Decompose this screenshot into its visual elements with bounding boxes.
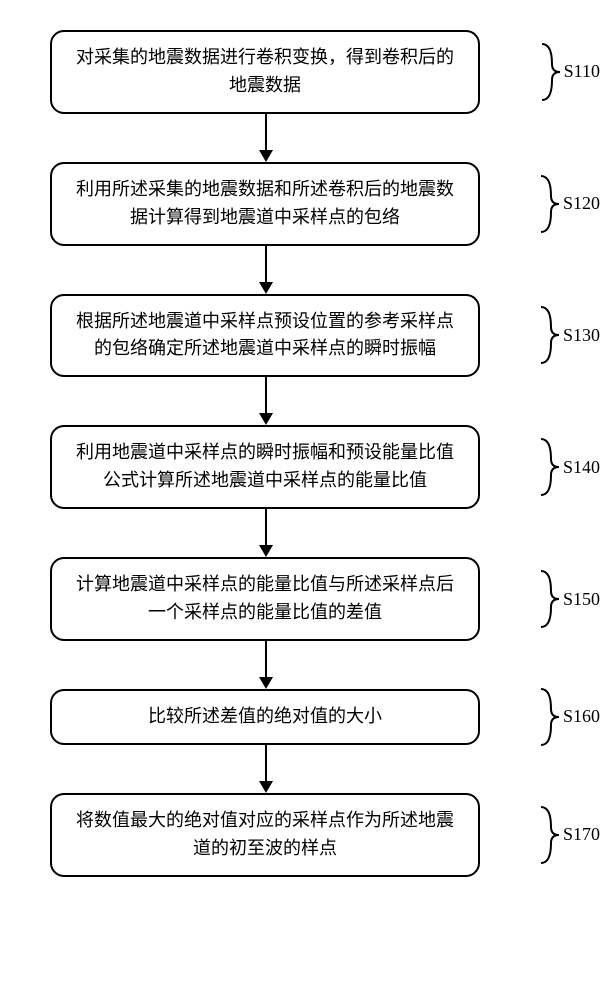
step-label-group: S140 <box>539 437 600 497</box>
flow-node: 根据所述地震道中采样点预设位置的参考采样点的包络确定所述地震道中采样点的瞬时振幅 <box>50 294 480 378</box>
step-id: S130 <box>563 325 600 346</box>
flow-arrow <box>265 246 267 294</box>
flow-node-text: 计算地震道中采样点的能量比值与所述采样点后一个采样点的能量比值的差值 <box>70 571 460 627</box>
step-label-group: S110 <box>540 42 600 102</box>
flow-step: 对采集的地震数据进行卷积变换，得到卷积后的地震数据 S110 <box>50 30 570 114</box>
flow-arrow <box>265 745 267 793</box>
flow-node: 比较所述差值的绝对值的大小 <box>50 689 480 745</box>
arrow-head-icon <box>259 781 273 793</box>
flow-node-text: 利用所述采集的地震数据和所述卷积后的地震数据计算得到地震道中采样点的包络 <box>70 176 460 232</box>
flow-step: 利用所述采集的地震数据和所述卷积后的地震数据计算得到地震道中采样点的包络 S12… <box>50 162 570 246</box>
arrow-line <box>265 377 267 415</box>
flow-step: 计算地震道中采样点的能量比值与所述采样点后一个采样点的能量比值的差值 S150 <box>50 557 570 641</box>
bracket-icon <box>540 42 562 102</box>
step-id: S150 <box>563 589 600 610</box>
step-id: S120 <box>563 193 600 214</box>
arrow-head-icon <box>259 677 273 689</box>
flow-node: 利用地震道中采样点的瞬时振幅和预设能量比值公式计算所述地震道中采样点的能量比值 <box>50 425 480 509</box>
arrow-line <box>265 114 267 152</box>
arrow-head-icon <box>259 413 273 425</box>
step-label-group: S150 <box>539 569 600 629</box>
bracket-icon <box>539 174 561 234</box>
arrow-line <box>265 641 267 679</box>
flow-step: 利用地震道中采样点的瞬时振幅和预设能量比值公式计算所述地震道中采样点的能量比值 … <box>50 425 570 509</box>
flow-node: 利用所述采集的地震数据和所述卷积后的地震数据计算得到地震道中采样点的包络 <box>50 162 480 246</box>
flow-step: 根据所述地震道中采样点预设位置的参考采样点的包络确定所述地震道中采样点的瞬时振幅… <box>50 294 570 378</box>
flow-arrow <box>265 641 267 689</box>
flow-step: 比较所述差值的绝对值的大小 S160 <box>50 689 570 745</box>
bracket-icon <box>539 687 561 747</box>
step-id: S140 <box>563 457 600 478</box>
step-id: S110 <box>564 61 600 82</box>
step-label-group: S130 <box>539 305 600 365</box>
arrow-line <box>265 509 267 547</box>
flow-arrow <box>265 377 267 425</box>
step-id: S170 <box>563 824 600 845</box>
step-label-group: S170 <box>539 805 600 865</box>
step-label-group: S120 <box>539 174 600 234</box>
bracket-icon <box>539 805 561 865</box>
arrow-head-icon <box>259 282 273 294</box>
flow-node: 计算地震道中采样点的能量比值与所述采样点后一个采样点的能量比值的差值 <box>50 557 480 641</box>
flow-node: 将数值最大的绝对值对应的采样点作为所述地震道的初至波的样点 <box>50 793 480 877</box>
flow-step: 将数值最大的绝对值对应的采样点作为所述地震道的初至波的样点 S170 <box>50 793 570 877</box>
flow-arrow <box>265 509 267 557</box>
arrow-head-icon <box>259 545 273 557</box>
step-label-group: S160 <box>539 687 600 747</box>
flow-node-text: 比较所述差值的绝对值的大小 <box>148 703 382 731</box>
bracket-icon <box>539 569 561 629</box>
arrow-line <box>265 745 267 783</box>
bracket-icon <box>539 305 561 365</box>
step-id: S160 <box>563 706 600 727</box>
flow-node-text: 根据所述地震道中采样点预设位置的参考采样点的包络确定所述地震道中采样点的瞬时振幅 <box>70 308 460 364</box>
flow-arrow <box>265 114 267 162</box>
flow-node-text: 对采集的地震数据进行卷积变换，得到卷积后的地震数据 <box>70 44 460 100</box>
arrow-line <box>265 246 267 284</box>
bracket-icon <box>539 437 561 497</box>
flow-node-text: 将数值最大的绝对值对应的采样点作为所述地震道的初至波的样点 <box>70 807 460 863</box>
flow-node: 对采集的地震数据进行卷积变换，得到卷积后的地震数据 <box>50 30 480 114</box>
flowchart-container: 对采集的地震数据进行卷积变换，得到卷积后的地震数据 S110 利用所述采集的地震… <box>50 30 570 877</box>
flow-node-text: 利用地震道中采样点的瞬时振幅和预设能量比值公式计算所述地震道中采样点的能量比值 <box>70 439 460 495</box>
arrow-head-icon <box>259 150 273 162</box>
